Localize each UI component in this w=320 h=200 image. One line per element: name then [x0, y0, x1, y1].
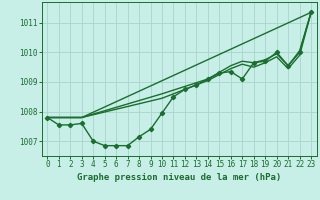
X-axis label: Graphe pression niveau de la mer (hPa): Graphe pression niveau de la mer (hPa) — [77, 173, 281, 182]
